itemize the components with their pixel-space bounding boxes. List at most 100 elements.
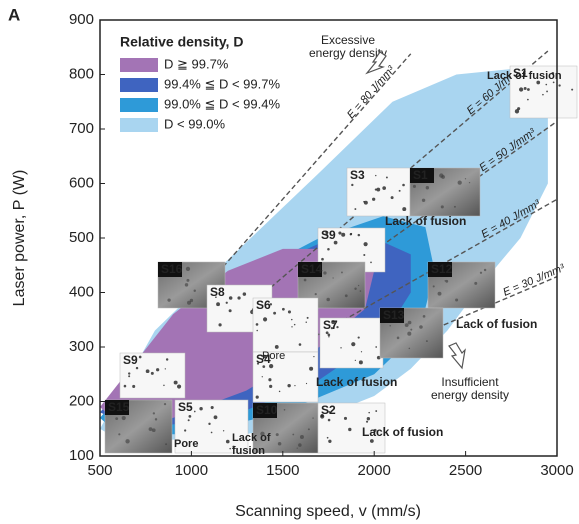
inset-label: S3 — [350, 168, 365, 182]
inset-label: S15 — [108, 400, 130, 414]
annotation: Lack of fusion — [385, 214, 466, 228]
micrograph-texture — [186, 267, 190, 271]
micrograph: S6 — [253, 298, 318, 352]
micrograph-texture — [132, 385, 135, 388]
annotation: Insufficient — [441, 375, 499, 389]
micrograph-texture — [465, 178, 466, 179]
x-tick-label: 3000 — [540, 462, 573, 479]
micrograph-texture — [125, 439, 129, 443]
micrograph-texture — [166, 358, 168, 360]
micrograph-texture — [273, 312, 276, 315]
legend-title: Relative density, D — [120, 34, 243, 50]
y-tick-label: 300 — [69, 338, 94, 355]
legend-label: D < 99.0% — [164, 116, 226, 131]
legend-label: 99.0% ≦ D < 99.4% — [164, 96, 280, 111]
micrograph-texture — [292, 434, 294, 436]
x-tick-label: 1000 — [175, 462, 208, 479]
micrograph-texture — [376, 188, 380, 192]
micrograph-texture — [402, 207, 406, 211]
micrograph-texture — [282, 308, 285, 311]
micrograph-texture — [199, 407, 202, 410]
micrograph-texture — [367, 417, 370, 420]
micrograph-texture — [194, 290, 196, 292]
micrograph-texture — [408, 321, 412, 325]
micrograph-texture — [299, 343, 302, 346]
y-tick-label: 800 — [69, 65, 94, 82]
legend-swatch — [120, 98, 158, 112]
micrograph-texture — [438, 292, 442, 296]
micrograph-texture — [149, 427, 153, 431]
micrograph-texture — [164, 403, 166, 405]
micrograph-texture — [298, 443, 302, 447]
micrograph-texture — [370, 262, 372, 264]
micrograph-texture — [474, 282, 477, 285]
micrograph-texture — [313, 356, 314, 357]
micrograph-texture — [361, 351, 362, 352]
micrograph-texture — [546, 91, 548, 93]
micrograph-texture — [229, 309, 232, 312]
annotation: fusion — [232, 445, 265, 457]
x-tick-label: 2500 — [449, 462, 482, 479]
micrograph-texture — [484, 269, 486, 271]
micrograph: S1 — [410, 168, 480, 216]
micrograph-texture — [364, 242, 368, 246]
micrograph-texture — [328, 419, 331, 422]
micrograph-texture — [284, 409, 286, 411]
x-tick-label: 500 — [87, 462, 112, 479]
micrograph-texture — [441, 175, 445, 179]
micrograph-texture — [306, 322, 307, 323]
micrograph-texture — [218, 323, 221, 326]
inset-label: S16 — [161, 262, 183, 276]
micrograph-texture — [211, 432, 213, 434]
micrograph-texture — [370, 439, 374, 443]
inset-label: S14 — [301, 262, 323, 276]
micrograph-texture — [229, 448, 231, 450]
inset-label: S12 — [431, 262, 453, 276]
annotation: Lack of fusion — [456, 317, 537, 331]
micrograph-texture — [445, 280, 446, 281]
y-tick-label: 600 — [69, 174, 94, 191]
inset-label: S7 — [323, 318, 338, 332]
micrograph-texture — [294, 385, 295, 386]
annotation: Pore — [174, 438, 198, 450]
legend-label: D ≧ 99.7% — [164, 56, 229, 71]
annotation: Lack of fusion — [487, 70, 562, 82]
micrograph-texture — [354, 208, 356, 210]
y-tick-label: 100 — [69, 447, 94, 464]
micrograph-texture — [413, 185, 416, 188]
micrograph-texture — [263, 317, 267, 321]
micrograph-texture — [262, 376, 263, 377]
micrograph-texture — [372, 198, 375, 201]
micrograph-texture — [187, 301, 191, 305]
chart: A Scanning speed, v (mm/s) Laser power, … — [0, 0, 579, 524]
micrograph-texture — [344, 417, 347, 420]
micrograph-texture — [189, 415, 192, 418]
micrograph-texture — [519, 87, 523, 91]
micrograph-texture — [358, 336, 360, 338]
micrograph-texture — [237, 296, 240, 299]
micrograph-texture — [156, 368, 159, 371]
micrograph-texture — [315, 293, 317, 295]
micrograph-texture — [229, 296, 233, 300]
y-tick-label: 400 — [69, 283, 94, 300]
x-tick-label: 1500 — [266, 462, 299, 479]
micrograph-texture — [146, 369, 150, 373]
micrograph-texture — [214, 415, 218, 419]
micrograph-texture — [122, 416, 126, 420]
micrograph-texture — [364, 201, 368, 205]
micrograph-texture — [375, 189, 377, 191]
micrograph-texture — [375, 410, 377, 412]
micrograph-texture — [294, 324, 295, 325]
micrograph-texture — [458, 181, 462, 185]
micrograph-texture — [345, 294, 348, 297]
micrograph-texture — [360, 290, 362, 292]
y-tick-label: 900 — [69, 11, 94, 28]
micrograph-texture — [402, 184, 405, 187]
micrograph-texture — [186, 279, 189, 282]
micrograph-texture — [291, 326, 292, 327]
micrograph-texture — [269, 385, 272, 388]
micrograph-texture — [332, 277, 333, 278]
legend-swatch — [120, 118, 158, 132]
micrograph: S12 — [428, 262, 495, 308]
micrograph-texture — [354, 288, 356, 290]
